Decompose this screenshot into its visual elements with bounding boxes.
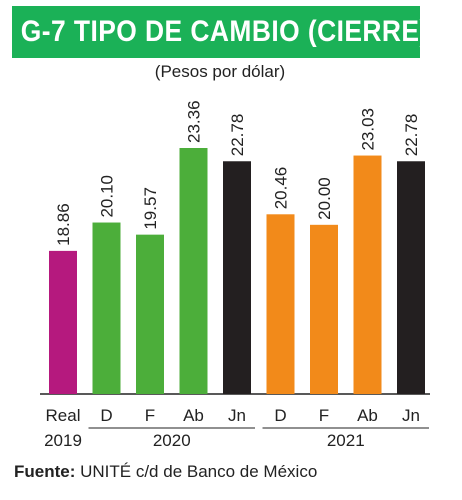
source-label: Fuente: [14,462,76,481]
bar-1 [49,250,77,394]
category-label: Jn [228,406,246,425]
bar-2 [92,222,121,394]
category-label: D [274,406,286,425]
bar-value-label: 23.03 [359,108,378,151]
source-text: UNITÉ c/d de Banco de México [75,462,318,481]
bar-8 [353,155,382,394]
category-label: D [100,406,112,425]
bar-9 [397,161,425,394]
group-label: 2020 [153,431,191,450]
bar-value-label: 23.36 [185,100,204,143]
bar-4 [179,148,208,394]
title-bar: G-7 TIPO DE CAMBIO (CIERRE) [12,6,428,58]
category-label: F [319,406,329,425]
bar-6 [266,214,295,394]
category-label: Ab [357,406,378,425]
category-label: Ab [183,406,204,425]
bar-value-label: 20.46 [272,167,291,210]
bar-3 [136,234,164,394]
bar-value-label: 20.00 [315,177,334,220]
category-label: F [145,406,155,425]
bar-value-label: 22.78 [228,114,247,157]
chart-title: G-7 TIPO DE CAMBIO (CIERRE) [20,15,429,48]
category-label: Jn [402,406,420,425]
bar-value-label: 18.86 [54,203,73,246]
source-note: Fuente: UNITÉ c/d de Banco de México [14,462,317,482]
bar-value-label: 22.78 [402,114,421,157]
category-label: Real [46,406,81,425]
bar-value-label: 19.57 [141,187,160,230]
group-label: 2021 [327,431,365,450]
bar-7 [310,224,338,394]
group-label: 2019 [44,431,82,450]
bar-5 [223,161,251,394]
chart-subtitle: (Pesos por dólar) [154,62,286,81]
bar-value-label: 20.10 [98,175,117,218]
